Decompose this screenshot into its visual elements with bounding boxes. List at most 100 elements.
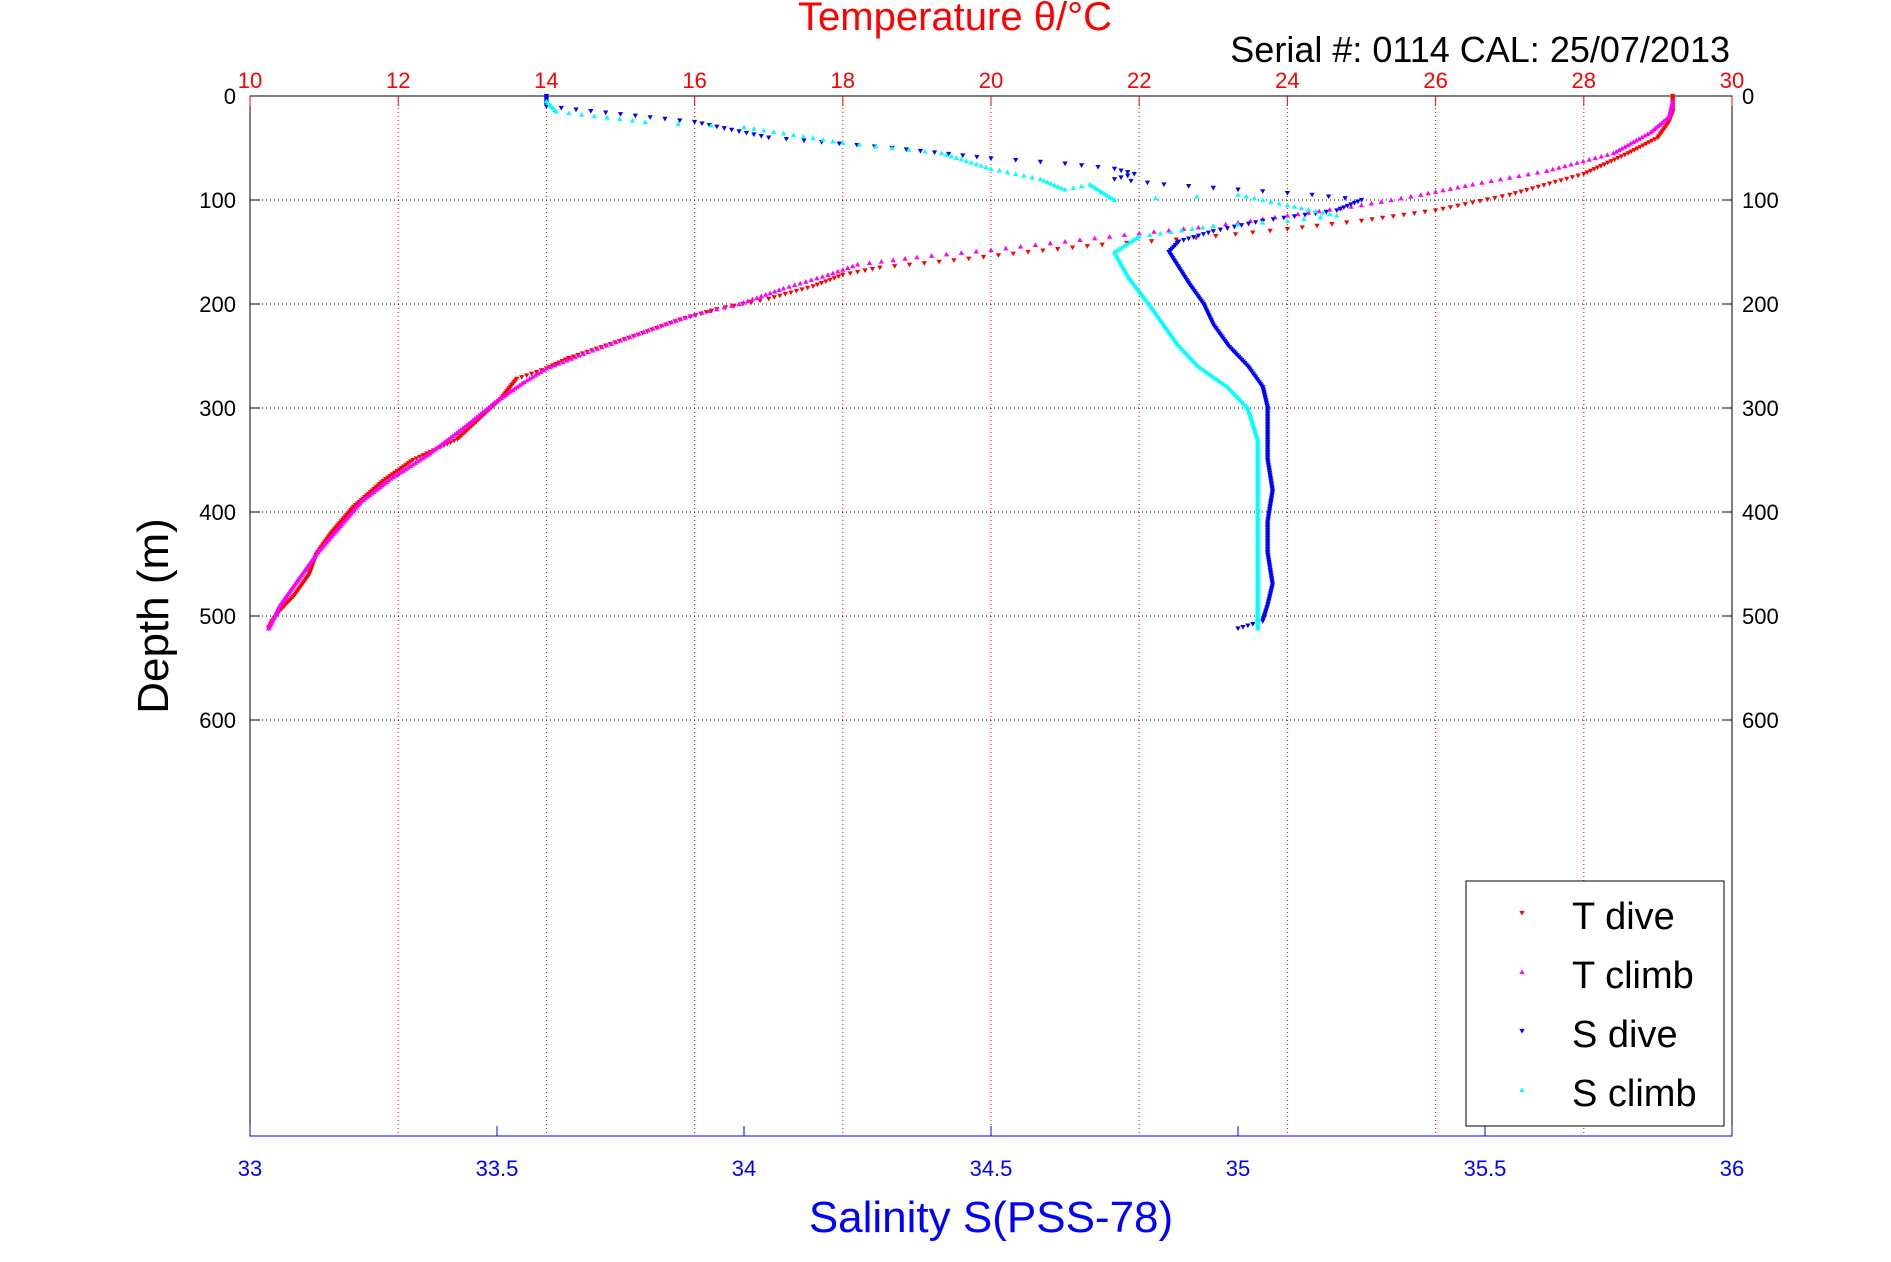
data-point	[766, 135, 772, 141]
data-point	[1581, 171, 1587, 177]
data-point	[1004, 169, 1011, 175]
data-point	[425, 452, 431, 457]
data-point	[797, 280, 803, 286]
data-point	[699, 310, 705, 315]
data-point	[1245, 221, 1252, 227]
data-point	[1106, 234, 1113, 239]
depth-tick-label-right: 0	[1742, 84, 1754, 109]
data-point	[763, 292, 769, 297]
data-point	[751, 132, 757, 138]
data-point	[836, 141, 842, 147]
data-point	[1408, 193, 1414, 199]
data-point	[776, 287, 782, 293]
y-axis-label: Depth (m)	[129, 518, 178, 714]
data-point	[968, 159, 974, 165]
data-point	[1267, 228, 1273, 234]
data-point	[1334, 213, 1340, 218]
data-point	[1250, 622, 1256, 627]
data-point	[1516, 173, 1522, 179]
data-point	[407, 463, 414, 469]
data-point	[820, 137, 826, 142]
data-point	[946, 151, 952, 157]
depth-tick-label-right: 500	[1742, 604, 1779, 629]
data-point	[1260, 219, 1266, 225]
data-point	[687, 313, 693, 319]
data-point	[552, 362, 558, 368]
data-point	[996, 167, 1002, 173]
data-point	[850, 263, 856, 269]
data-point	[1119, 244, 1125, 250]
data-point	[417, 456, 424, 462]
data-point	[966, 256, 972, 262]
data-point	[1058, 185, 1065, 191]
data-point	[1089, 183, 1095, 189]
data-point	[1092, 235, 1098, 241]
chart-title: Temperature θ/°C	[798, 0, 1112, 39]
data-point	[1580, 158, 1586, 164]
data-point	[1447, 186, 1454, 191]
data-point	[1025, 249, 1031, 255]
data-point	[1106, 194, 1113, 199]
legend-marker	[1519, 910, 1525, 916]
data-point	[1616, 147, 1622, 153]
data-point	[1161, 182, 1167, 187]
temperature-tick-label: 20	[979, 68, 1003, 93]
data-point	[451, 438, 457, 444]
depth-tick-label-right: 600	[1742, 708, 1779, 733]
data-point	[1243, 193, 1249, 199]
data-point	[974, 154, 980, 160]
depth-tick-label-left: 200	[199, 292, 236, 317]
data-point	[878, 258, 884, 264]
data-point	[568, 356, 574, 361]
data-point	[1588, 168, 1594, 174]
data-point	[803, 279, 809, 284]
data-point	[1078, 183, 1085, 189]
data-point	[814, 282, 820, 288]
data-point	[1284, 190, 1290, 196]
data-point	[1622, 144, 1628, 149]
data-point	[1337, 206, 1343, 212]
data-point	[608, 341, 614, 346]
data-point	[869, 266, 876, 272]
data-point	[1327, 211, 1333, 217]
data-point	[1529, 186, 1536, 191]
data-point	[714, 124, 720, 130]
data-point	[1147, 232, 1153, 237]
data-point	[1305, 207, 1312, 212]
data-point	[415, 458, 421, 464]
data-point	[831, 276, 837, 281]
data-point	[401, 464, 407, 469]
data-point	[547, 364, 554, 369]
data-point	[825, 272, 831, 277]
data-point	[1341, 205, 1347, 211]
data-point	[675, 121, 681, 126]
data-point	[1118, 175, 1124, 181]
data-point	[692, 311, 698, 317]
data-point	[1591, 167, 1597, 172]
data-point	[390, 474, 396, 480]
data-point	[677, 118, 683, 124]
data-point	[631, 332, 637, 338]
data-point	[729, 127, 735, 133]
data-point	[1344, 203, 1350, 209]
depth-tick-label-right: 400	[1742, 500, 1779, 525]
temperature-tick-label: 24	[1275, 68, 1299, 93]
data-point	[1323, 209, 1329, 215]
data-point	[1114, 247, 1120, 253]
data-point	[1044, 179, 1051, 185]
data-point	[856, 141, 862, 147]
data-point	[1134, 235, 1140, 241]
data-point	[556, 361, 562, 366]
data-point	[1217, 227, 1223, 233]
data-point	[265, 625, 272, 631]
data-point	[448, 440, 454, 445]
data-point	[1051, 182, 1058, 188]
data-point	[936, 259, 942, 265]
data-point	[399, 465, 405, 471]
data-point	[1062, 239, 1068, 244]
data-point	[1507, 192, 1513, 198]
data-point	[1124, 241, 1130, 247]
data-point	[585, 349, 591, 355]
data-point	[529, 374, 536, 380]
data-point	[819, 280, 825, 286]
